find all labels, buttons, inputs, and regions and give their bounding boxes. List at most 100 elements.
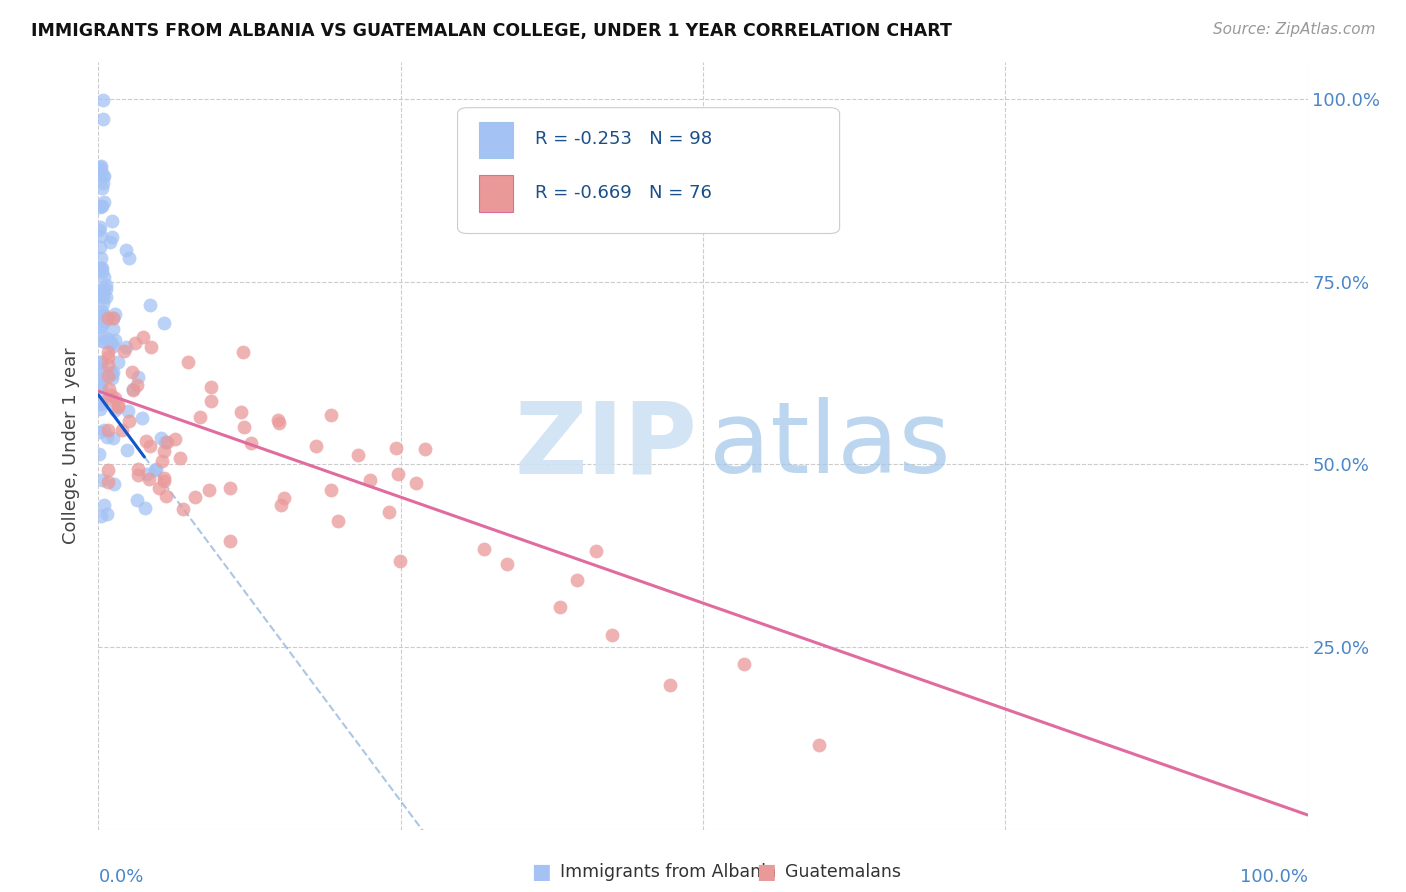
- Text: ■: ■: [531, 863, 551, 882]
- Point: [103, 311, 125, 326]
- Point: [495, 558, 517, 572]
- Point: [96, 507, 118, 521]
- Point: [91, 169, 114, 184]
- Point: [139, 340, 162, 354]
- Point: [127, 461, 149, 475]
- Point: [145, 463, 167, 477]
- Point: [127, 467, 149, 482]
- Point: [405, 475, 427, 490]
- Point: [91, 283, 114, 297]
- Point: [97, 311, 120, 326]
- Point: [233, 420, 256, 434]
- Point: [103, 365, 125, 379]
- Point: [177, 355, 200, 369]
- Point: [321, 483, 343, 497]
- Point: [90, 355, 112, 369]
- Point: [90, 228, 112, 243]
- Point: [89, 160, 111, 174]
- Point: [89, 287, 111, 301]
- Point: [111, 423, 134, 437]
- Point: [91, 112, 114, 127]
- Point: [565, 573, 588, 587]
- Point: [169, 451, 191, 466]
- Point: [90, 380, 112, 394]
- Point: [101, 431, 124, 445]
- Point: [91, 261, 114, 276]
- Point: [101, 322, 124, 336]
- Point: [127, 492, 149, 507]
- Point: [219, 481, 242, 495]
- Point: [232, 345, 254, 359]
- Point: [145, 462, 167, 476]
- Point: [385, 441, 408, 455]
- Point: [270, 498, 292, 512]
- Y-axis label: College, Under 1 year: College, Under 1 year: [62, 348, 80, 544]
- Text: IMMIGRANTS FROM ALBANIA VS GUATEMALAN COLLEGE, UNDER 1 YEAR CORRELATION CHART: IMMIGRANTS FROM ALBANIA VS GUATEMALAN CO…: [31, 22, 952, 40]
- Point: [90, 262, 112, 277]
- Text: 100.0%: 100.0%: [1240, 869, 1308, 887]
- Point: [107, 398, 129, 412]
- Point: [198, 483, 221, 497]
- Point: [97, 423, 120, 437]
- Point: [97, 358, 120, 372]
- Point: [240, 436, 263, 450]
- Point: [104, 402, 127, 417]
- Text: Guatemalans: Guatemalans: [785, 863, 901, 881]
- Point: [91, 317, 114, 331]
- Point: [93, 177, 115, 191]
- Point: [156, 434, 179, 449]
- Point: [89, 377, 111, 392]
- Bar: [479, 121, 513, 158]
- Point: [91, 371, 114, 385]
- Point: [100, 367, 122, 381]
- Point: [200, 394, 222, 409]
- Point: [135, 434, 157, 449]
- Point: [117, 252, 139, 266]
- Point: [139, 298, 162, 312]
- Point: [389, 554, 412, 568]
- Point: [89, 401, 111, 416]
- Text: 0.0%: 0.0%: [98, 869, 143, 887]
- Point: [267, 416, 290, 430]
- Point: [97, 392, 120, 406]
- Point: [91, 199, 114, 213]
- Point: [153, 474, 176, 488]
- Point: [90, 181, 112, 195]
- Point: [90, 199, 112, 213]
- Point: [152, 444, 174, 458]
- Point: [90, 394, 112, 409]
- Point: [89, 200, 111, 214]
- Point: [148, 481, 170, 495]
- Text: ■: ■: [756, 863, 776, 882]
- Point: [90, 162, 112, 177]
- Point: [100, 388, 122, 402]
- Point: [122, 384, 145, 398]
- Point: [155, 434, 177, 449]
- Point: [87, 447, 110, 461]
- Point: [138, 471, 160, 485]
- Text: Immigrants from Albania: Immigrants from Albania: [560, 863, 776, 881]
- Point: [89, 375, 111, 389]
- Point: [114, 340, 136, 354]
- Text: R = -0.253   N = 98: R = -0.253 N = 98: [534, 130, 711, 148]
- Point: [808, 738, 831, 752]
- Point: [100, 367, 122, 381]
- Point: [89, 162, 111, 177]
- FancyBboxPatch shape: [457, 108, 839, 234]
- Text: R = -0.669   N = 76: R = -0.669 N = 76: [534, 184, 711, 202]
- Point: [97, 382, 120, 396]
- Point: [165, 433, 187, 447]
- Text: Source: ZipAtlas.com: Source: ZipAtlas.com: [1212, 22, 1375, 37]
- Point: [103, 391, 125, 405]
- Point: [89, 261, 111, 276]
- Point: [94, 313, 117, 327]
- Point: [387, 467, 409, 481]
- Point: [472, 542, 495, 557]
- Point: [602, 628, 624, 642]
- Point: [359, 473, 381, 487]
- Point: [87, 283, 110, 297]
- Point: [347, 448, 370, 462]
- Point: [127, 370, 149, 384]
- Point: [117, 443, 139, 458]
- Point: [97, 475, 120, 489]
